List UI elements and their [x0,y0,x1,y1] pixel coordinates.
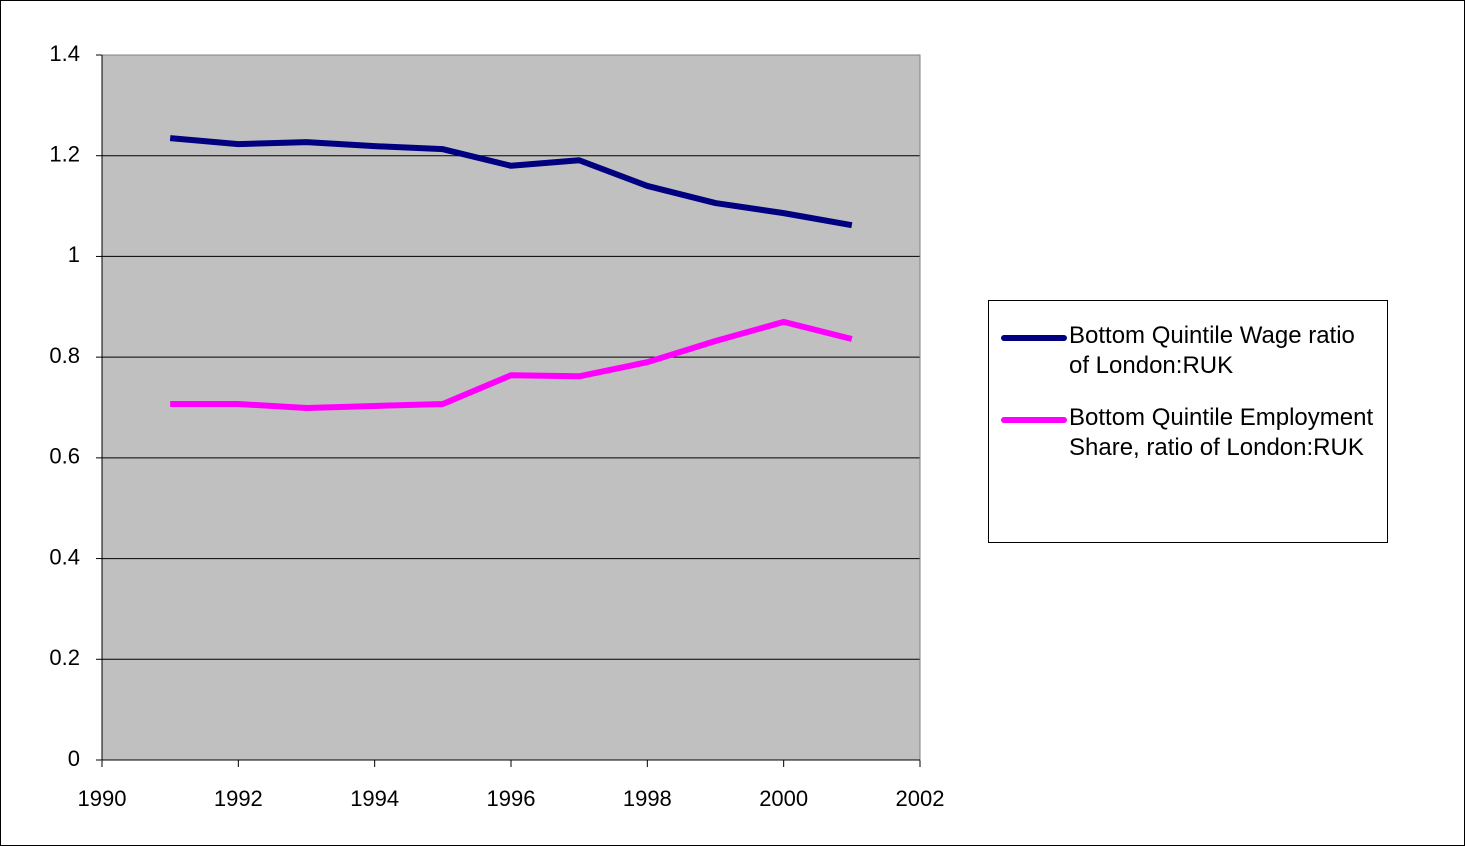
x-tick-label: 1998 [623,786,672,811]
x-tick-label: 2002 [896,786,945,811]
legend-label: Bottom Quintile Employment Share, ratio … [1069,404,1374,461]
legend-entry: Bottom Quintile Wage ratio of London:RUK [1001,321,1377,381]
data-line [170,318,853,411]
y-tick-label: 0.8 [49,343,80,368]
y-tick-label: 0.6 [49,444,80,469]
legend-swatch [1001,417,1067,423]
legend-entry: Bottom Quintile Employment Share, ratio … [1001,403,1377,463]
y-tick-label: 0.4 [49,544,80,569]
y-tick-label: 1.2 [49,142,80,167]
x-tick-label: 1992 [214,786,263,811]
legend-label: Bottom Quintile Wage ratio of London:RUK [1069,322,1355,379]
y-tick-label: 0 [68,746,80,771]
y-tick-label: 0.2 [49,645,80,670]
legend: Bottom Quintile Wage ratio of London:RUK… [988,300,1388,543]
y-tick-label: 1 [68,242,80,267]
y-tick-label: 1.4 [49,41,80,66]
data-line [169,135,853,229]
legend-swatch [1001,335,1067,341]
x-tick-label: 1996 [487,786,536,811]
plot-area [102,55,920,760]
x-tick-label: 2000 [759,786,808,811]
x-tick-label: 1990 [78,786,127,811]
x-tick-label: 1994 [350,786,399,811]
